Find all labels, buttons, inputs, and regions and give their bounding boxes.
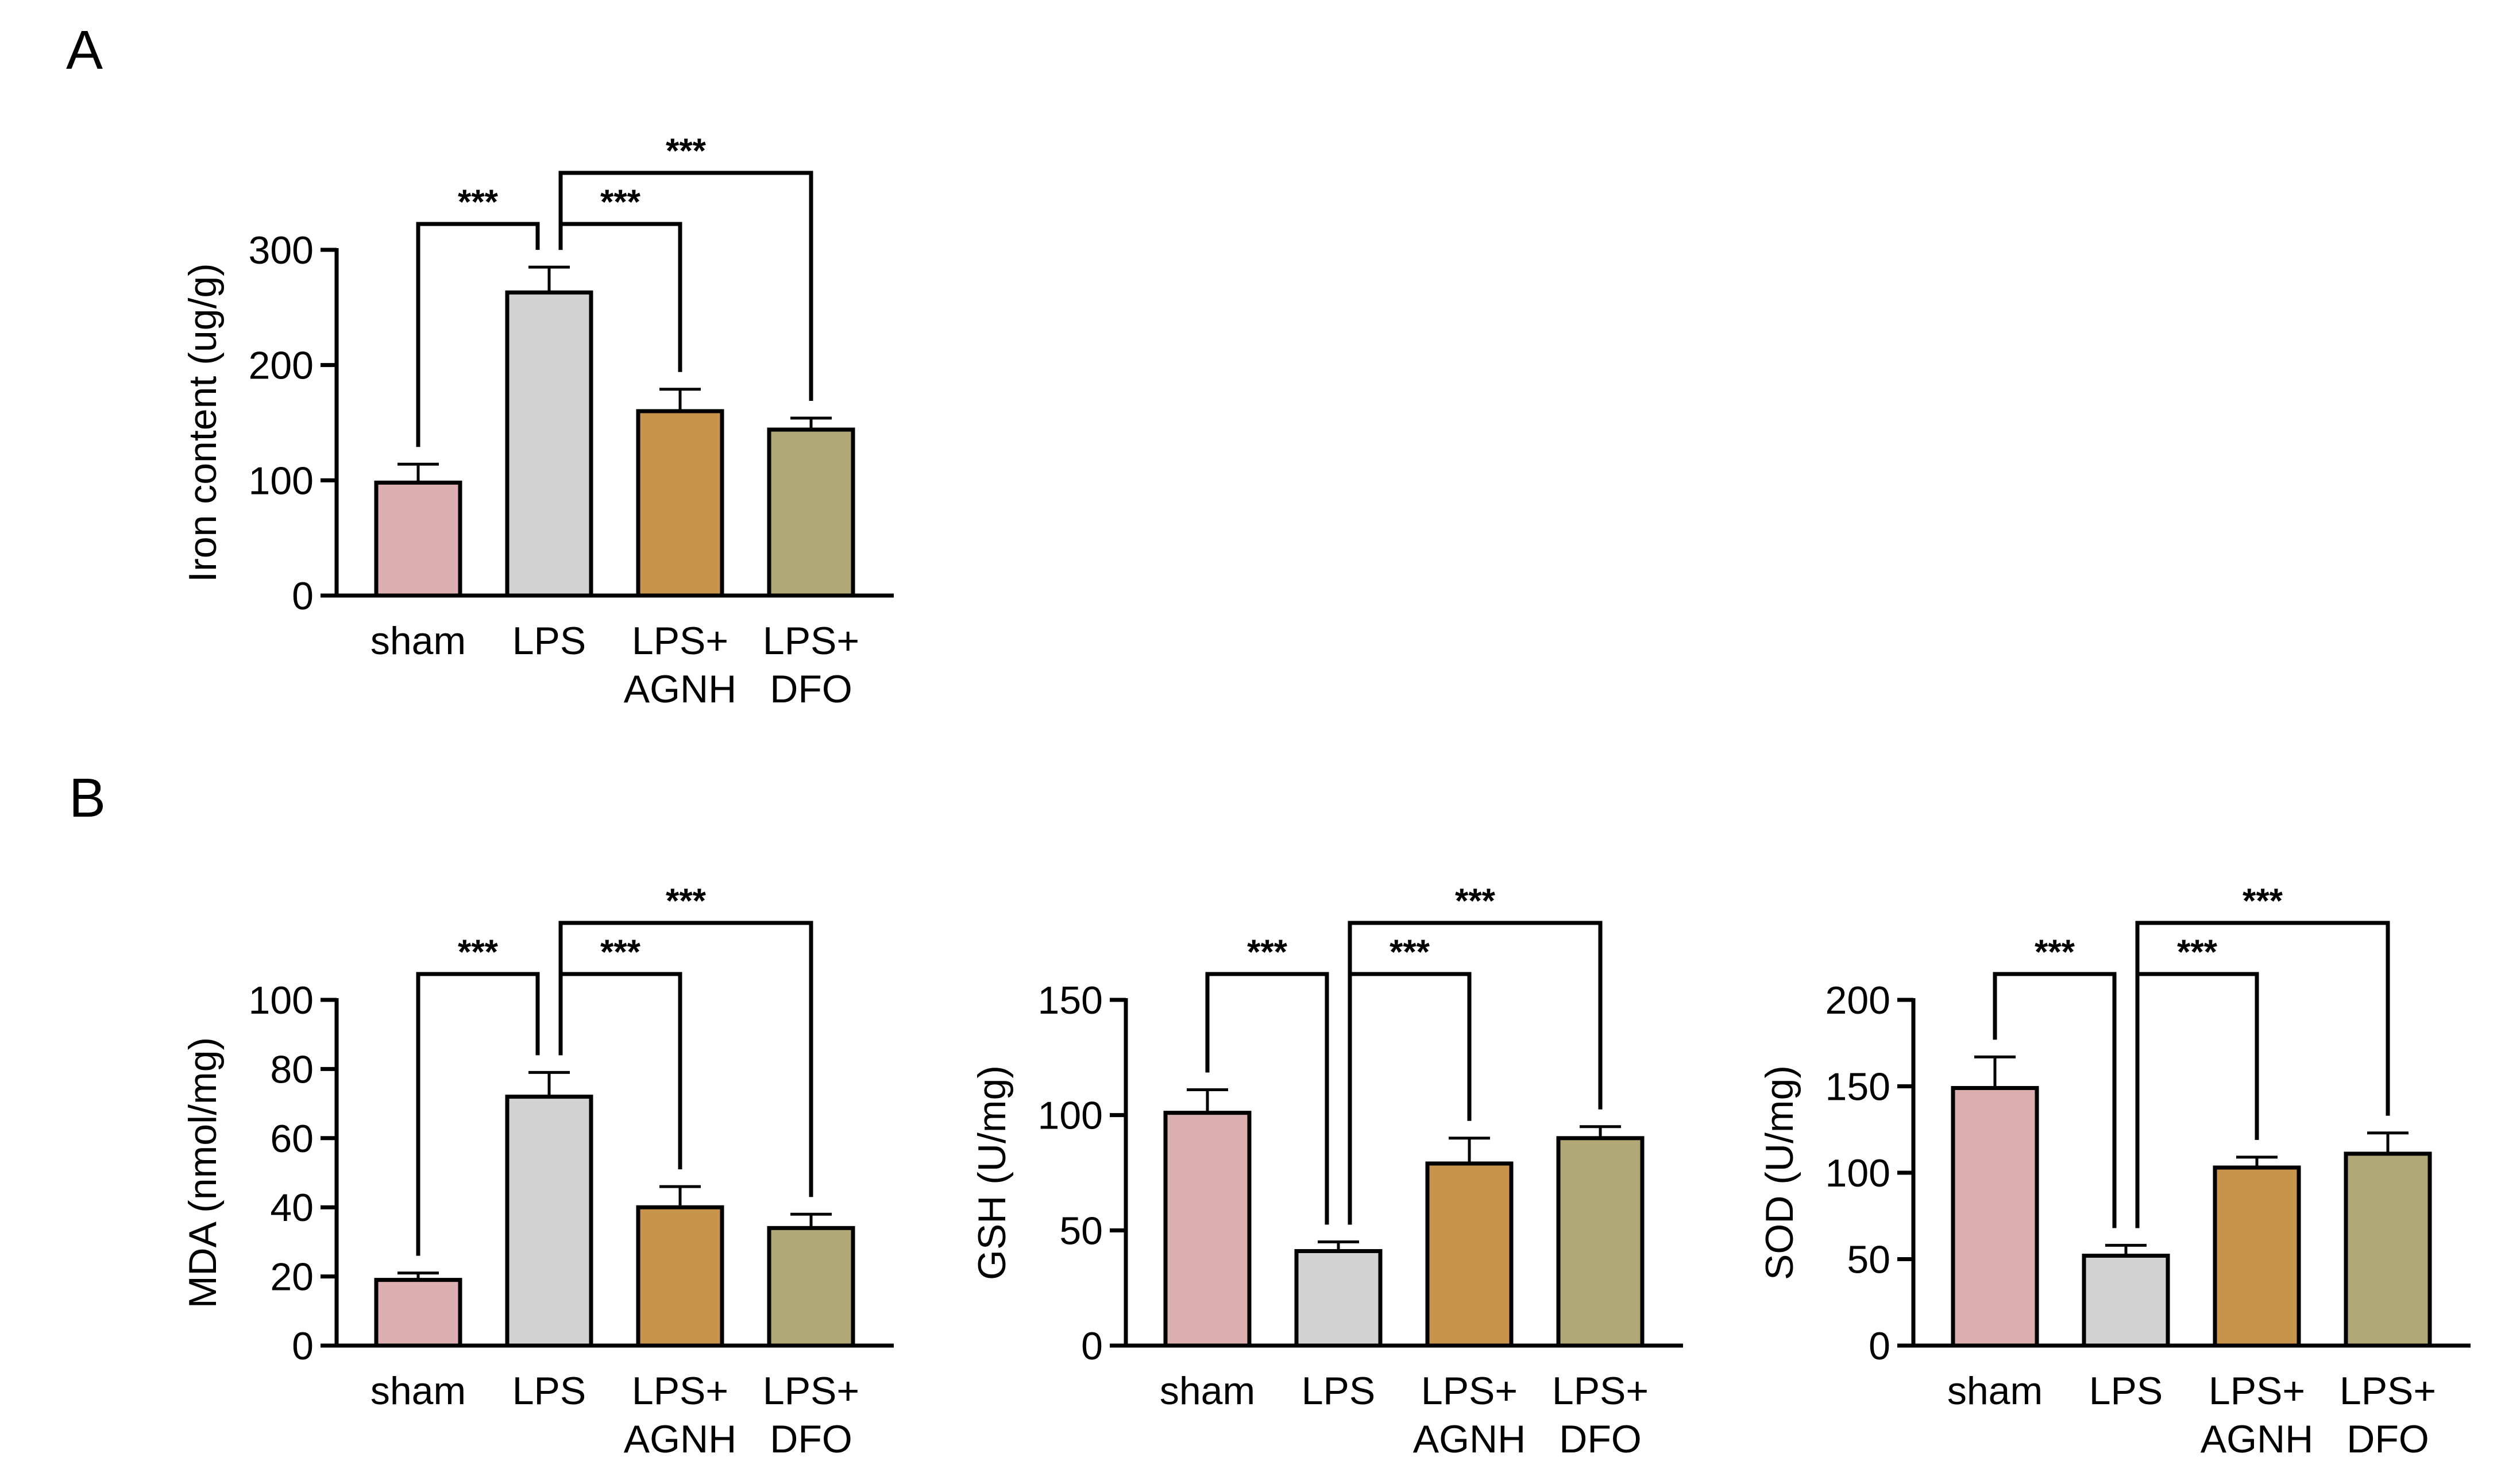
significance-bracket [416, 972, 540, 1256]
significance-label: *** [2035, 933, 2075, 971]
significance-label: *** [2177, 933, 2218, 971]
x-tick-label: LPS+ [763, 619, 859, 663]
significance-label: *** [1247, 933, 1288, 971]
bar [636, 409, 724, 598]
x-tick-label: LPS+ [763, 1369, 859, 1413]
significance-bracket [2135, 921, 2390, 1228]
x-tick-label: LPS+ [632, 1369, 728, 1413]
x-tick-label: LPS [512, 619, 586, 663]
bar [636, 1205, 724, 1348]
x-tick-label: sham [370, 619, 466, 663]
significance-label: *** [2243, 882, 2283, 920]
y-tick-label: 100 [1038, 1094, 1103, 1138]
y-tick-label: 0 [1081, 1324, 1103, 1368]
x-tick-label: AGNH [1413, 1417, 1526, 1461]
x-tick-label: LPS [1302, 1369, 1376, 1413]
y-tick-label: 150 [1825, 1065, 1890, 1109]
bar [1951, 1086, 2039, 1348]
x-tick-label: LPS+ [2340, 1369, 2436, 1413]
y-tick-label: 80 [270, 1048, 314, 1091]
y-tick-label: 200 [1825, 979, 1890, 1022]
x-tick-label: DFO [2346, 1417, 2429, 1461]
y-tick-label: 0 [292, 1324, 314, 1368]
bar [2213, 1165, 2301, 1348]
x-tick-label: LPS [512, 1369, 586, 1413]
x-tick-label: DFO [770, 1417, 852, 1461]
y-tick-label: 20 [270, 1255, 314, 1299]
y-tick-label: 150 [1038, 979, 1103, 1022]
x-tick-label: sham [370, 1369, 466, 1413]
y-tick-label: 50 [1059, 1209, 1103, 1253]
panel-label-a: A [66, 20, 103, 81]
bar [2082, 1253, 2170, 1348]
bar [374, 480, 462, 598]
y-tick-label: 40 [270, 1186, 314, 1230]
x-tick-label: AGNH [624, 1417, 736, 1461]
significance-bracket [558, 171, 813, 401]
bar [1556, 1136, 1645, 1348]
significance-bracket [558, 921, 813, 1197]
bar [767, 1226, 855, 1348]
significance-label: *** [600, 183, 641, 221]
y-tick-label: 300 [249, 229, 314, 272]
significance-label: *** [666, 132, 707, 170]
y-tick-label: 100 [249, 979, 314, 1022]
y-tick-label: 100 [1825, 1151, 1890, 1195]
x-tick-label: DFO [770, 667, 852, 711]
x-tick-label: sham [1160, 1369, 1255, 1413]
y-axis-label: SOD (U/mg) [1758, 1065, 1801, 1280]
x-tick-label: sham [1947, 1369, 2043, 1413]
significance-label: *** [1455, 882, 1496, 920]
significance-bracket [1348, 921, 1603, 1225]
bar [2344, 1151, 2432, 1348]
bar [1294, 1249, 1383, 1348]
x-tick-label: LPS+ [1552, 1369, 1649, 1413]
x-tick-label: AGNH [624, 667, 736, 711]
y-axis-label: GSH (U/mg) [970, 1065, 1014, 1280]
x-tick-label: LPS+ [2209, 1369, 2305, 1413]
bar [505, 290, 593, 598]
significance-bracket [1205, 972, 1329, 1225]
y-axis-label: Iron content (ug/g) [181, 263, 225, 582]
significance-label: *** [458, 183, 499, 221]
bar [1425, 1161, 1514, 1348]
significance-label: *** [1390, 933, 1430, 971]
x-tick-label: LPS+ [1421, 1369, 1518, 1413]
panel-label-b: B [69, 767, 106, 829]
significance-bracket [1993, 972, 2117, 1228]
y-tick-label: 200 [249, 344, 314, 388]
significance-bracket [416, 222, 540, 447]
bar [505, 1095, 593, 1348]
significance-label: *** [458, 933, 499, 971]
x-tick-label: LPS [2089, 1369, 2163, 1413]
y-tick-label: 100 [249, 459, 314, 503]
x-tick-label: DFO [1559, 1417, 1642, 1461]
y-axis-label: MDA (nmol/mg) [181, 1037, 225, 1308]
y-tick-label: 0 [1869, 1324, 1890, 1368]
significance-label: *** [666, 882, 707, 920]
y-tick-label: 0 [292, 574, 314, 618]
x-tick-label: AGNH [2201, 1417, 2313, 1461]
bar [1163, 1111, 1252, 1348]
x-tick-label: LPS+ [632, 619, 728, 663]
bar [374, 1278, 462, 1348]
chart-1: 0 100 200 300 Iron content (ug/g) sham LPS LPS+… [181, 132, 894, 711]
y-tick-label: 50 [1847, 1238, 1890, 1282]
bar [767, 427, 855, 598]
significance-label: *** [600, 933, 641, 971]
y-tick-label: 60 [270, 1117, 314, 1161]
